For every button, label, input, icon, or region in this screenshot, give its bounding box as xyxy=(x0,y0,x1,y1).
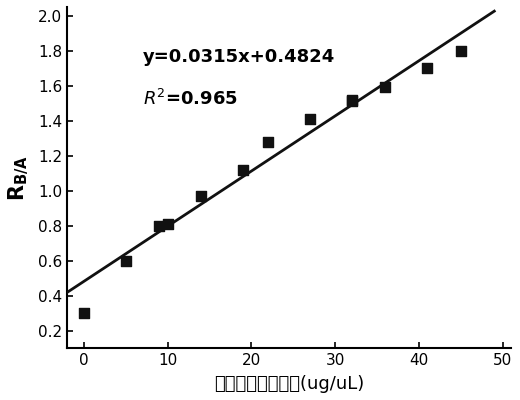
Point xyxy=(457,48,465,54)
Point xyxy=(197,193,205,199)
Point xyxy=(122,258,130,264)
Point xyxy=(348,96,356,103)
Point xyxy=(381,84,389,91)
Point xyxy=(163,221,172,227)
Point xyxy=(239,166,247,173)
Point xyxy=(348,98,356,105)
Point xyxy=(306,116,314,122)
Text: $R^2$=0.965: $R^2$=0.965 xyxy=(142,89,238,109)
Text: y=0.0315x+0.4824: y=0.0315x+0.4824 xyxy=(142,48,335,66)
Point xyxy=(264,138,272,145)
X-axis label: 外泌体标准液浓度(ug/uL): 外泌体标准液浓度(ug/uL) xyxy=(214,375,364,393)
Point xyxy=(423,65,432,72)
Y-axis label: $\mathbf{R_{B/A}}$: $\mathbf{R_{B/A}}$ xyxy=(7,154,31,201)
Point xyxy=(80,310,88,316)
Point xyxy=(155,222,163,229)
